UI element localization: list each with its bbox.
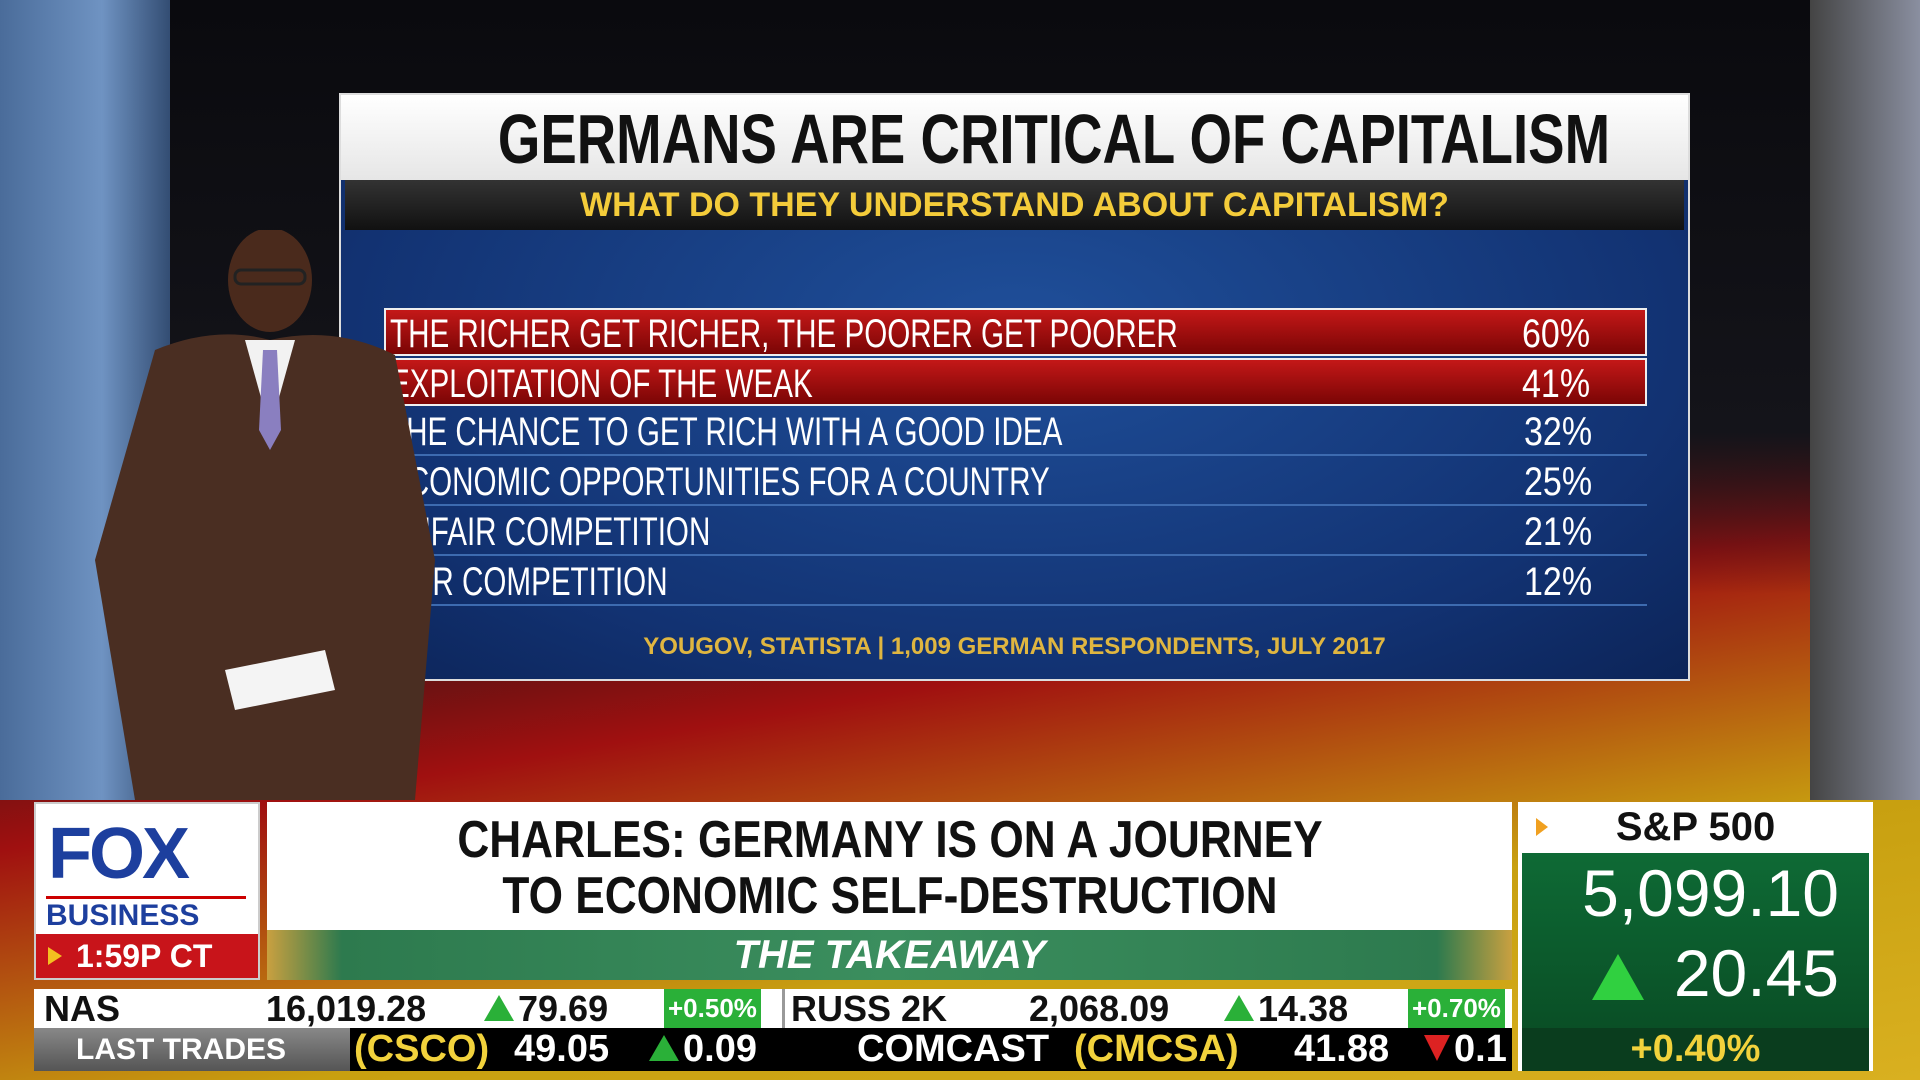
graphic-subtitle: WHAT DO THEY UNDERSTAND ABOUT CAPITALISM… xyxy=(345,180,1684,230)
up-arrow-icon xyxy=(1591,954,1644,1000)
last-trades-label: LAST TRADES xyxy=(34,1028,350,1071)
survey-row: THE CHANCE TO GET RICH WITH A GOOD IDEA 3… xyxy=(384,408,1647,456)
ticker-symbol: (CSCO) xyxy=(354,1028,490,1070)
headline-box: CHARLES: GERMANY IS ON A JOURNEY TO ECON… xyxy=(267,802,1512,930)
sp500-quote: 5,099.10 20.45 xyxy=(1522,853,1869,1028)
survey-row: THE RICHER GET RICHER, THE POORER GET PO… xyxy=(384,308,1647,356)
studio-wall-right xyxy=(1810,0,1920,800)
ticker-value: 41.88 xyxy=(1294,1028,1390,1070)
logo-business: BUSINESS xyxy=(46,896,246,933)
ticker-value: 2,068.09 xyxy=(1029,988,1170,1029)
ticker-name: COMCAST xyxy=(857,1028,1050,1070)
row-label: FAIR COMPETITION xyxy=(388,560,668,604)
graphic-title-bar: GERMANS ARE CRITICAL OF CAPITALISM xyxy=(341,95,1688,180)
sp500-label: S&P 500 xyxy=(1518,802,1873,853)
survey-graphic: GERMANS ARE CRITICAL OF CAPITALISM WHAT … xyxy=(339,93,1690,681)
sp500-box: S&P 500 5,099.10 20.45 +0.40% xyxy=(1518,802,1873,1071)
logo-fox: FOX xyxy=(48,814,190,894)
row-label: UNFAIR COMPETITION xyxy=(388,510,711,554)
ticker-symbol: (CMCSA) xyxy=(1074,1028,1239,1070)
survey-row: FAIR COMPETITION 12% xyxy=(384,558,1647,606)
row-label: ECONOMIC OPPORTUNITIES FOR A COUNTRY xyxy=(388,460,1050,504)
clock: 1:59P CT xyxy=(36,934,258,978)
ticker-change: 0.1 xyxy=(1454,1028,1507,1070)
up-arrow-icon xyxy=(484,995,514,1021)
ticker-value: 49.05 xyxy=(514,1028,610,1070)
presenter-figure xyxy=(95,230,435,800)
ticker-change: 79.69 xyxy=(518,988,609,1029)
ticker-value: 16,019.28 xyxy=(266,988,427,1029)
ticker-pct: +0.70% xyxy=(1408,989,1505,1028)
row-value: 21% xyxy=(1523,510,1592,554)
row-value: 60% xyxy=(1521,312,1590,356)
ticker-last-trades: LAST TRADES (CSCO) 49.05 0.09 COMCAST (C… xyxy=(34,1028,1512,1071)
fox-business-logo: FOX BUSINESS 1:59P CT xyxy=(34,802,260,980)
survey-row: EXPLOITATION OF THE WEAK 41% xyxy=(384,358,1647,406)
show-name: THE TAKEAWAY xyxy=(267,930,1512,980)
headline-line1: CHARLES: GERMANY IS ON A JOURNEY xyxy=(456,811,1323,869)
ticker-name: RUSS 2K xyxy=(782,989,947,1028)
sp500-pct: +0.40% xyxy=(1522,1028,1869,1071)
row-label: THE RICHER GET RICHER, THE POORER GET PO… xyxy=(390,312,1178,356)
row-label: THE CHANCE TO GET RICH WITH A GOOD IDEA xyxy=(388,410,1063,454)
sp500-value: 5,099.10 xyxy=(1582,856,1839,930)
ticker-name: NAS xyxy=(44,988,121,1029)
survey-row: UNFAIR COMPETITION 21% xyxy=(384,508,1647,556)
ticker-pct: +0.50% xyxy=(664,989,761,1028)
ticker-indices: NAS 16,019.28 79.69 +0.50% RUSS 2K 2,068… xyxy=(34,989,1512,1028)
row-value: 32% xyxy=(1523,410,1592,454)
ticker-change: 0.09 xyxy=(683,1028,757,1070)
up-arrow-icon xyxy=(1224,995,1254,1021)
survey-row: ECONOMIC OPPORTUNITIES FOR A COUNTRY 25% xyxy=(384,458,1647,506)
row-value: 41% xyxy=(1521,362,1590,406)
sp500-change: 20.45 xyxy=(1673,936,1839,1010)
row-value: 12% xyxy=(1523,560,1592,604)
ticker-change: 14.38 xyxy=(1258,988,1349,1029)
down-arrow-icon xyxy=(1424,1035,1450,1061)
row-value: 25% xyxy=(1523,460,1592,504)
up-arrow-icon xyxy=(649,1035,679,1061)
graphic-title: GERMANS ARE CRITICAL OF CAPITALISM xyxy=(497,100,1611,178)
row-label: EXPLOITATION OF THE WEAK xyxy=(390,362,813,406)
graphic-source: YOUGOV, STATISTA | 1,009 GERMAN RESPONDE… xyxy=(643,633,1386,660)
headline-line2: TO ECONOMIC SELF-DESTRUCTION xyxy=(501,867,1278,925)
